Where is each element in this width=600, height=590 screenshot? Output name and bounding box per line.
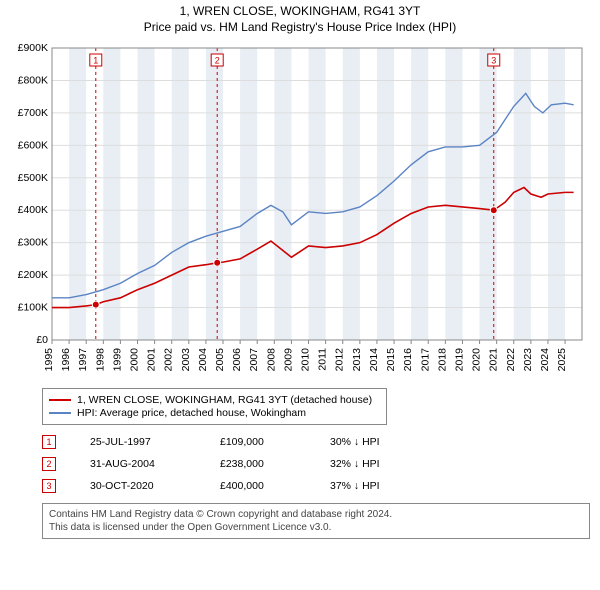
svg-text:2009: 2009 — [282, 348, 294, 372]
svg-text:2019: 2019 — [453, 348, 465, 372]
table-row: 2 31-AUG-2004 £238,000 32% ↓ HPI — [42, 453, 590, 475]
table-row: 3 30-OCT-2020 £400,000 37% ↓ HPI — [42, 475, 590, 497]
svg-text:2014: 2014 — [368, 348, 380, 372]
svg-text:2024: 2024 — [539, 348, 551, 372]
svg-text:2010: 2010 — [300, 348, 312, 372]
svg-text:£100K: £100K — [18, 302, 48, 314]
svg-text:2: 2 — [215, 56, 220, 66]
svg-text:£800K: £800K — [18, 74, 48, 86]
svg-text:1997: 1997 — [77, 348, 89, 372]
svg-text:2016: 2016 — [402, 348, 414, 372]
footer-attribution: Contains HM Land Registry data © Crown c… — [42, 503, 590, 539]
svg-text:£500K: £500K — [18, 172, 48, 184]
svg-text:£400K: £400K — [18, 204, 48, 216]
svg-text:£700K: £700K — [18, 107, 48, 119]
svg-text:2021: 2021 — [488, 348, 500, 372]
legend-label-0: 1, WREN CLOSE, WOKINGHAM, RG41 3YT (deta… — [77, 394, 372, 406]
svg-text:2020: 2020 — [471, 348, 483, 372]
svg-text:2025: 2025 — [556, 348, 568, 372]
svg-text:2011: 2011 — [317, 348, 329, 371]
svg-text:2012: 2012 — [334, 348, 346, 372]
svg-text:2002: 2002 — [163, 348, 175, 372]
svg-text:2013: 2013 — [351, 348, 363, 372]
tx-price-3: £400,000 — [220, 480, 330, 492]
legend-row-1: HPI: Average price, detached house, Woki… — [49, 407, 380, 419]
svg-text:£300K: £300K — [18, 237, 48, 249]
svg-text:2015: 2015 — [385, 348, 397, 372]
svg-text:1996: 1996 — [60, 348, 72, 372]
svg-text:2001: 2001 — [146, 348, 158, 372]
tx-date-1: 25-JUL-1997 — [90, 436, 220, 448]
svg-text:2000: 2000 — [129, 348, 141, 372]
svg-text:2007: 2007 — [248, 348, 260, 372]
svg-text:2006: 2006 — [231, 348, 243, 372]
legend-box: 1, WREN CLOSE, WOKINGHAM, RG41 3YT (deta… — [42, 388, 387, 425]
svg-text:2023: 2023 — [522, 348, 534, 372]
tx-marker-3: 3 — [42, 479, 56, 493]
svg-text:3: 3 — [491, 56, 496, 66]
tx-marker-1: 1 — [42, 435, 56, 449]
legend-swatch-0 — [49, 399, 71, 401]
legend-row-0: 1, WREN CLOSE, WOKINGHAM, RG41 3YT (deta… — [49, 394, 380, 406]
tx-date-3: 30-OCT-2020 — [90, 480, 220, 492]
svg-text:2004: 2004 — [197, 348, 209, 372]
transaction-table: 1 25-JUL-1997 £109,000 30% ↓ HPI 2 31-AU… — [42, 431, 590, 497]
table-row: 1 25-JUL-1997 £109,000 30% ↓ HPI — [42, 431, 590, 453]
legend-label-1: HPI: Average price, detached house, Woki… — [77, 407, 306, 419]
svg-text:£0: £0 — [36, 334, 48, 346]
tx-hpi-2: 32% ↓ HPI — [330, 458, 450, 470]
chart-title-line2: Price paid vs. HM Land Registry's House … — [0, 20, 600, 34]
chart-title-block: 1, WREN CLOSE, WOKINGHAM, RG41 3YT Price… — [0, 0, 600, 36]
svg-text:1: 1 — [93, 56, 98, 66]
svg-text:1998: 1998 — [94, 348, 106, 372]
tx-hpi-1: 30% ↓ HPI — [330, 436, 450, 448]
tx-date-2: 31-AUG-2004 — [90, 458, 220, 470]
footer-line1: Contains HM Land Registry data © Crown c… — [49, 508, 583, 521]
svg-text:2003: 2003 — [180, 348, 192, 372]
tx-price-2: £238,000 — [220, 458, 330, 470]
tx-hpi-3: 37% ↓ HPI — [330, 480, 450, 492]
svg-text:1995: 1995 — [43, 348, 55, 372]
svg-text:£900K: £900K — [18, 42, 48, 54]
line-chart-svg: £0 £100K £200K £300K £400K £500K £600K £700K £80… — [10, 42, 590, 382]
svg-text:2008: 2008 — [265, 348, 277, 372]
svg-text:1999: 1999 — [111, 348, 123, 372]
svg-text:2022: 2022 — [505, 348, 517, 372]
svg-text:2018: 2018 — [436, 348, 448, 372]
chart-area: £0 £100K £200K £300K £400K £500K £600K £700K £80… — [10, 42, 590, 382]
svg-text:£200K: £200K — [18, 269, 48, 281]
tx-price-1: £109,000 — [220, 436, 330, 448]
svg-text:2005: 2005 — [214, 348, 226, 372]
svg-text:£600K: £600K — [18, 139, 48, 151]
footer-line2: This data is licensed under the Open Gov… — [49, 521, 583, 534]
tx-marker-2: 2 — [42, 457, 56, 471]
chart-title-line1: 1, WREN CLOSE, WOKINGHAM, RG41 3YT — [0, 4, 600, 18]
svg-text:2017: 2017 — [419, 348, 431, 372]
legend-swatch-1 — [49, 412, 71, 414]
